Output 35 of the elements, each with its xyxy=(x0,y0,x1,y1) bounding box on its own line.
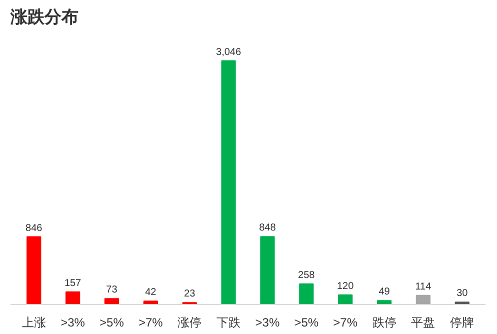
x-tick-label: >3% xyxy=(255,316,280,330)
data-label: 848 xyxy=(259,222,276,234)
data-label: 23 xyxy=(184,288,196,300)
bar xyxy=(65,291,80,304)
x-tick-label: >7% xyxy=(138,316,164,330)
data-label: 49 xyxy=(378,286,390,298)
bar xyxy=(376,300,392,304)
bar xyxy=(104,298,120,304)
x-tick-label: 跌停 xyxy=(372,316,396,330)
data-label: 42 xyxy=(145,287,157,298)
chart-title: 涨跌分布 xyxy=(10,8,78,26)
x-tick-label: >5% xyxy=(294,316,319,330)
data-label: 157 xyxy=(64,278,82,289)
data-label: 258 xyxy=(298,270,316,281)
bar xyxy=(26,236,42,304)
data-label: 120 xyxy=(336,280,354,292)
bar xyxy=(221,60,236,304)
x-tick-label: >3% xyxy=(60,316,86,330)
x-tick-label: >7% xyxy=(333,316,358,330)
bar xyxy=(416,294,431,304)
x-tick-label: 下跌 xyxy=(216,316,241,330)
data-label: 114 xyxy=(415,281,432,292)
x-tick-label: 上涨 xyxy=(22,316,46,330)
data-label: 3,046 xyxy=(216,46,242,58)
x-tick-label: 涨停 xyxy=(178,316,202,330)
bar xyxy=(299,283,314,304)
x-tick-label: 停牌 xyxy=(450,316,474,330)
bar xyxy=(143,300,158,304)
data-label: 30 xyxy=(456,288,468,300)
bar xyxy=(338,294,353,304)
bar xyxy=(260,236,275,304)
data-label: 846 xyxy=(26,222,43,234)
x-tick-label: 平盘 xyxy=(411,316,436,330)
x-tick-label: >5% xyxy=(100,316,124,330)
data-label: 73 xyxy=(106,284,118,296)
